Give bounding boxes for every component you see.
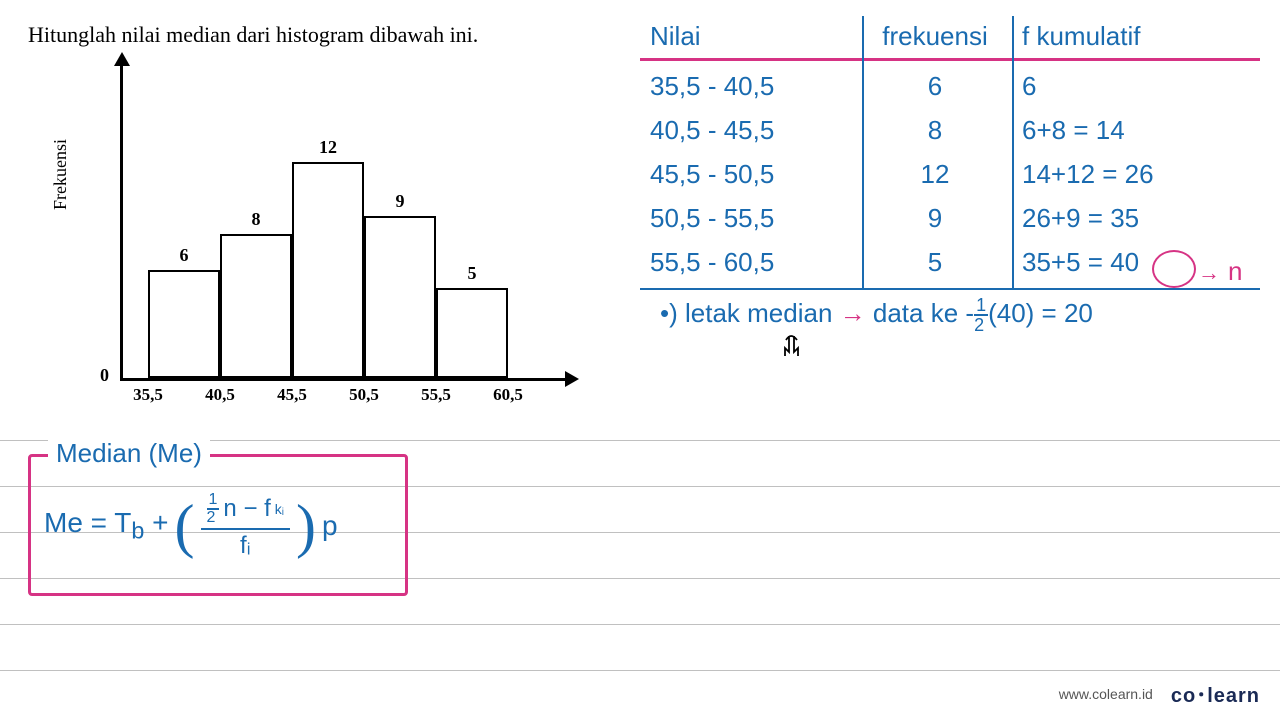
formula-lhs: Me = T (44, 507, 131, 538)
arrow-icon: → (840, 298, 866, 328)
freq-table: Nilai frekuensi f kumulatif 35,5 - 40,56… (640, 14, 1260, 284)
lparen-icon: ( (175, 502, 195, 550)
bar-value-label: 6 (148, 245, 220, 266)
table-bottom-rule (640, 288, 1260, 290)
letak-median-text: letak median (685, 298, 832, 328)
n-arrow-icon: → (1198, 260, 1220, 286)
rule-line (0, 624, 1280, 625)
bar-value-label: 5 (436, 263, 508, 284)
table-cell: 50,5 - 55,5 (640, 203, 860, 234)
median-location-note: •) letak median → data ke -12(40) = 20 (660, 296, 1093, 334)
question-text: Hitunglah nilai median dari histogram di… (28, 22, 478, 48)
formula-plus: + (144, 507, 168, 538)
hdr-frekuensi: frekuensi (860, 21, 1010, 52)
median-formula: Me = Tb + ( 12 n − f kᵢ fᵢ ) p (44, 490, 338, 562)
formula-tb-sub: b (131, 518, 144, 544)
histogram-bar (436, 288, 508, 378)
half-den: 2 (207, 510, 220, 526)
brand-learn: learn (1207, 685, 1260, 707)
n-label: n (1228, 256, 1242, 287)
table-row: 35,5 - 40,566 (640, 64, 1260, 108)
bar-value-label: 8 (220, 209, 292, 230)
brand-logo: co･learn (1171, 679, 1260, 708)
table-cell: 14+12 = 26 (1010, 159, 1240, 190)
circle-n-highlight (1152, 250, 1196, 288)
bullet: •) (660, 298, 678, 328)
table-cell: 5 (860, 247, 1010, 278)
x-tick-label: 50,5 (339, 385, 389, 405)
table-cell: 45,5 - 50,5 (640, 159, 860, 190)
histogram-bar (148, 270, 220, 378)
half-num: 1 (207, 492, 220, 510)
table-cell: 12 (860, 159, 1010, 190)
histogram-bar (364, 216, 436, 378)
table-cell: 55,5 - 60,5 (640, 247, 860, 278)
table-header-row: Nilai frekuensi f kumulatif (640, 14, 1260, 58)
calc-text: (40) = 20 (988, 298, 1093, 328)
histogram-bar (292, 162, 364, 378)
cursor-icon (782, 334, 806, 369)
table-cell: 8 (860, 115, 1010, 146)
x-tick-label: 35,5 (123, 385, 173, 405)
table-row: 40,5 - 45,586+8 = 14 (640, 108, 1260, 152)
formula-fraction: 12 n − f kᵢ fᵢ (201, 490, 290, 562)
table-cell: 26+9 = 35 (1010, 203, 1240, 234)
table-cell: 35,5 - 40,5 (640, 71, 860, 102)
x-tick-label: 55,5 (411, 385, 461, 405)
median-formula-title: Median (Me) (48, 438, 210, 469)
footer-url: www.colearn.id (1059, 686, 1153, 702)
origin-label: 0 (100, 365, 109, 386)
histogram-bar (220, 234, 292, 378)
x-axis-arrow (565, 371, 579, 387)
table-cell: 6 (860, 71, 1010, 102)
x-tick-label: 40,5 (195, 385, 245, 405)
bar-value-label: 9 (364, 191, 436, 212)
formula-fk-sub: kᵢ (275, 501, 284, 517)
half-den: 2 (974, 316, 988, 334)
formula-p: p (322, 510, 338, 542)
bar-value-label: 12 (292, 137, 364, 158)
x-axis (120, 378, 570, 381)
hdr-nilai: Nilai (640, 21, 860, 52)
hdr-fkum: f kumulatif (1010, 21, 1240, 52)
formula-bot: fᵢ (234, 530, 256, 562)
table-row: 50,5 - 55,5926+9 = 35 (640, 196, 1260, 240)
footer: www.colearn.id co･learn (1059, 679, 1260, 708)
y-axis (120, 60, 123, 380)
table-cell: 6 (1010, 71, 1240, 102)
x-tick-label: 60,5 (483, 385, 533, 405)
table-row: 45,5 - 50,51214+12 = 26 (640, 152, 1260, 196)
half-num: 1 (974, 296, 988, 316)
x-tick-label: 45,5 (267, 385, 317, 405)
table-cell: 40,5 - 45,5 (640, 115, 860, 146)
data-ke-text: data ke - (873, 298, 974, 328)
y-axis-label: Frekuensi (50, 139, 71, 210)
table-cell: 6+8 = 14 (1010, 115, 1240, 146)
brand-co: co (1171, 685, 1196, 707)
rule-line (0, 670, 1280, 671)
formula-top-rest: n − f (223, 495, 270, 523)
rparen-icon: ) (296, 502, 316, 550)
table-cell: 9 (860, 203, 1010, 234)
histogram: Frekuensi 0 681295 35,540,545,550,555,56… (60, 60, 580, 420)
